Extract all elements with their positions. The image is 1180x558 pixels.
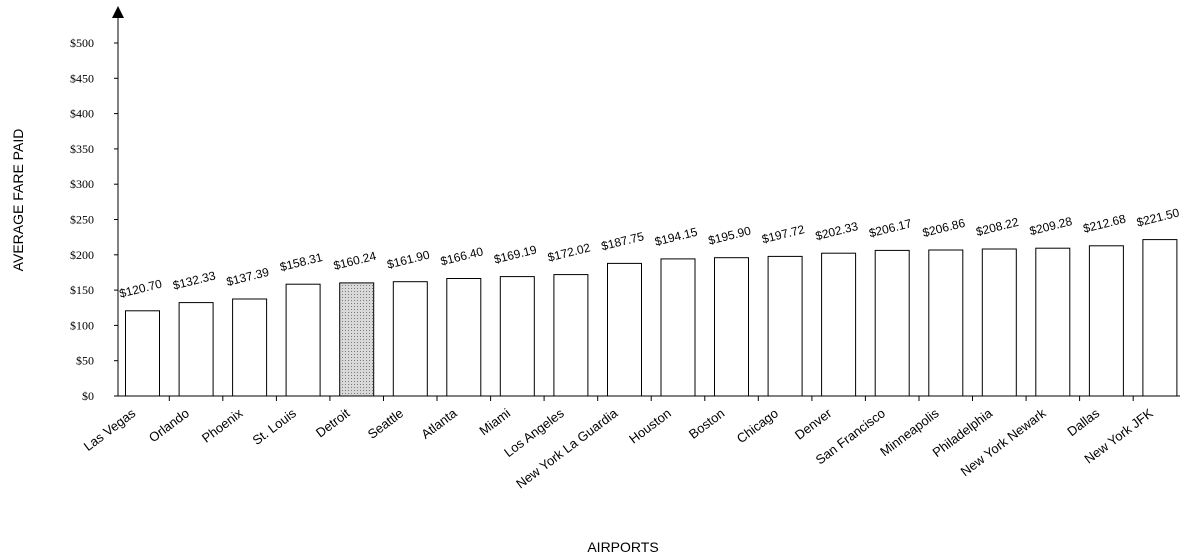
y-tick-label: $500 <box>70 36 94 50</box>
value-label: $206.86 <box>921 216 967 240</box>
category-label: Denver <box>792 405 835 443</box>
y-tick-label: $200 <box>70 248 94 262</box>
y-tick-label: $50 <box>76 354 94 368</box>
bar <box>285 283 321 397</box>
category-label: Chicago <box>734 405 781 446</box>
axes <box>112 6 124 396</box>
category-label: Seattle <box>365 405 406 441</box>
bar <box>178 302 214 397</box>
bars <box>118 239 1180 401</box>
value-labels: $120.70 $132.33 $137.39 $158.31 $160.24 $161.… <box>118 205 1180 300</box>
value-label: $208.22 <box>975 215 1021 239</box>
bar <box>660 258 696 397</box>
y-tick-label: $0 <box>82 389 94 403</box>
value-label: $169.19 <box>493 242 539 266</box>
category-label: Atlanta <box>418 405 460 442</box>
bar <box>553 274 589 397</box>
bar <box>1088 245 1124 397</box>
bar <box>392 281 428 397</box>
bar <box>232 298 268 397</box>
value-label: $161.90 <box>386 247 432 271</box>
x-axis-title: AIRPORTS <box>587 539 658 555</box>
bar <box>1035 247 1071 397</box>
bar <box>714 257 749 397</box>
bar <box>1142 239 1178 397</box>
bar <box>446 278 482 397</box>
value-label: $158.31 <box>278 250 324 274</box>
bar <box>767 255 803 397</box>
value-label: $160.24 <box>332 249 378 273</box>
bar <box>499 276 535 397</box>
category-label: Boston <box>686 405 727 441</box>
y-tick-label: $350 <box>70 142 94 156</box>
value-label: $194.15 <box>653 225 699 249</box>
bar-highlighted <box>339 282 375 397</box>
bar <box>607 262 642 397</box>
category-label: Phoenix <box>199 405 246 446</box>
value-label: $187.75 <box>600 229 646 253</box>
value-label: $120.70 <box>118 277 164 301</box>
y-axis-arrow-icon <box>112 6 124 18</box>
category-label: Houston <box>626 405 674 446</box>
value-label: $209.28 <box>1028 214 1074 238</box>
y-tick-label: $450 <box>70 71 94 85</box>
value-label: $172.02 <box>546 240 592 264</box>
value-label: $195.90 <box>707 223 753 247</box>
category-labels: Las Vegas Orlando Phoenix St. Louis Detroit S… <box>81 405 1156 491</box>
value-label: $137.39 <box>225 265 271 289</box>
y-axis-title: AVERAGE FARE PAID <box>10 129 26 272</box>
value-label: $166.40 <box>439 244 485 268</box>
bar <box>981 248 1017 397</box>
bar <box>874 249 910 397</box>
y-tick-label: $400 <box>70 107 94 121</box>
value-label: $221.50 <box>1135 205 1180 229</box>
value-label: $197.72 <box>760 222 806 246</box>
category-label: New York La Guardia <box>513 405 621 491</box>
category-label: St. Louis <box>249 405 299 448</box>
category-label: Detroit <box>313 405 353 440</box>
y-tick-label: $100 <box>70 318 94 332</box>
value-label: $212.68 <box>1082 212 1128 236</box>
value-label: $206.17 <box>868 216 914 240</box>
bar <box>928 249 964 397</box>
bar <box>125 310 160 397</box>
value-label: $132.33 <box>171 268 217 292</box>
category-label: Dallas <box>1064 405 1102 439</box>
y-tick-label: $300 <box>70 177 94 191</box>
category-label: Miami <box>476 405 513 438</box>
category-label: Las Vegas <box>81 405 139 454</box>
y-axis-ticks: $0 $50 $100 $150 $200 $250 $300 $350 $400 $450 $50… <box>70 36 118 403</box>
y-tick-label: $150 <box>70 283 94 297</box>
bar <box>821 252 857 397</box>
category-label: Orlando <box>146 405 192 445</box>
y-tick-label: $250 <box>70 213 94 227</box>
value-label: $202.33 <box>814 219 860 243</box>
